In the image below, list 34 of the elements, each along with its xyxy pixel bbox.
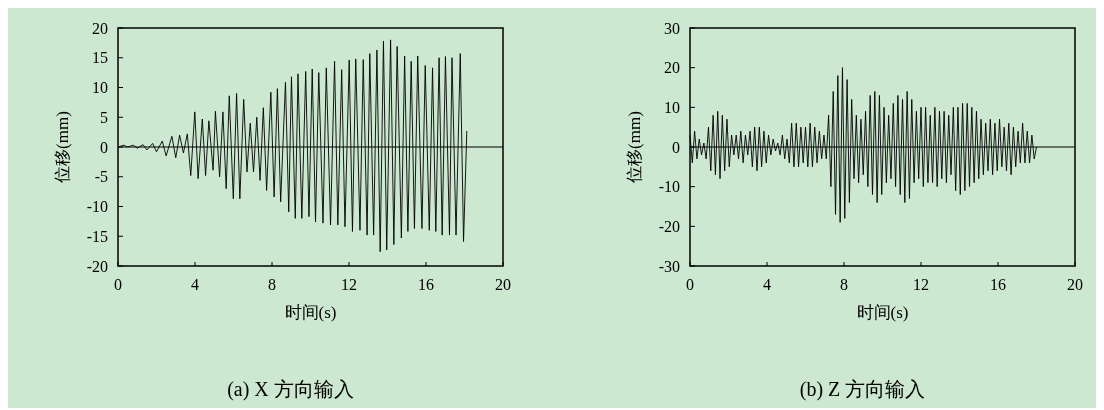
x-tick-label: 16 (418, 276, 434, 293)
x-tick-label: 0 (114, 276, 122, 293)
y-tick-label: 0 (672, 138, 680, 156)
y-tick-label: 0 (100, 138, 108, 156)
y-tick-label: -10 (86, 198, 108, 216)
x-tick-label: 4 (191, 276, 199, 293)
y-tick-label: 15 (92, 49, 108, 67)
x-tick-label: 12 (913, 276, 929, 293)
x-tick-label: 12 (341, 276, 357, 293)
text: (a) X 方向输入 (227, 378, 354, 401)
y-tick-label: 10 (92, 79, 108, 97)
y-axis-title: 位移(mm) (625, 111, 644, 183)
y-tick-label: -20 (86, 257, 108, 275)
y-tick-label: -15 (86, 227, 108, 245)
x-axis-title: 时间(s) (856, 303, 909, 322)
y-axis-title: 位移(mm) (53, 111, 72, 183)
y-tick-label: -30 (658, 257, 680, 275)
x-tick-label: 8 (840, 276, 848, 293)
y-tick-label: 20 (92, 19, 108, 37)
x-tick-label: 8 (268, 276, 276, 293)
y-tick-label: -5 (94, 168, 108, 186)
x-tick-label: 20 (495, 276, 511, 293)
y-tick-label: 30 (664, 19, 680, 37)
y-tick-label: 20 (664, 59, 680, 77)
y-tick-label: 5 (100, 108, 108, 126)
x-tick-label: 20 (1067, 276, 1083, 293)
y-tick-label: -10 (658, 178, 680, 196)
x-tick-label: 4 (763, 276, 771, 293)
y-tick-label: -20 (658, 217, 680, 235)
text: (b) Z 方向输入 (799, 378, 926, 401)
x-axis-title: 时间(s) (284, 303, 337, 322)
x-tick-label: 16 (990, 276, 1006, 293)
x-tick-label: 0 (686, 276, 694, 293)
y-tick-label: 10 (664, 98, 680, 116)
